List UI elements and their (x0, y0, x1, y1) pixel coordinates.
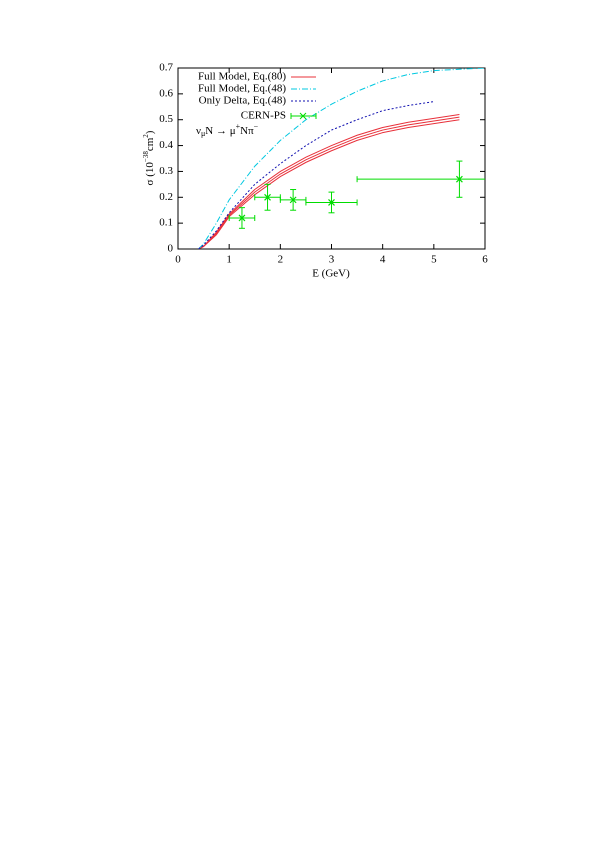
y-label-part: −38 (142, 151, 150, 162)
y-tick-label: 0.3 (159, 165, 173, 177)
legend-label: CERN-PS (241, 110, 286, 122)
y-axis-label: σ (10−38cm2) (142, 130, 156, 185)
data-point (289, 196, 297, 204)
series-line (198, 119, 460, 249)
y-tick-label: 0 (168, 243, 174, 255)
x-tick-label: 4 (380, 254, 386, 266)
annotation-part: + (236, 122, 241, 131)
y-label-part: σ (10 (144, 162, 156, 186)
y-tick-label: 0.6 (159, 87, 173, 99)
series (198, 68, 485, 249)
series (198, 114, 460, 249)
annotation-part: Nπ (240, 125, 254, 137)
x-tick-label: 1 (226, 254, 232, 266)
series (198, 119, 460, 249)
x-tick-label: 6 (482, 254, 488, 266)
data-point (238, 214, 246, 222)
annotation-part: μ (201, 129, 205, 138)
x-tick-label: 2 (278, 254, 284, 266)
legend-label: Full Model, Eq.(48) (198, 83, 286, 95)
y-tick-label: 0.1 (159, 217, 173, 229)
x-tick-label: 0 (175, 254, 181, 266)
data-point (328, 199, 335, 206)
x-tick-label: 3 (329, 254, 335, 266)
series-line (198, 114, 460, 249)
y-tick-label: 0.7 (159, 62, 173, 74)
y-tick-label: 0.2 (159, 191, 173, 203)
series (198, 116, 460, 249)
series (228, 160, 485, 229)
y-label-part: cm (144, 137, 156, 151)
annotation: νμN → μ+Nπ− (196, 122, 259, 138)
x-axis-label: E (GeV) (312, 268, 350, 280)
y-label-part: 2 (142, 134, 150, 138)
x-tick-label: 5 (431, 254, 437, 266)
series-line (198, 116, 460, 249)
y-tick-label: 0.4 (159, 139, 173, 151)
data-point (264, 193, 271, 201)
legend-label: Full Model, Eq.(80) (198, 71, 286, 83)
data-point (455, 175, 463, 183)
annotation-part: − (254, 122, 259, 131)
annotation-part: N → μ (205, 125, 235, 137)
y-tick-label: 0.5 (159, 113, 173, 125)
annotation-part: ν (196, 125, 201, 137)
y-label-part: ) (144, 130, 156, 134)
legend-label: Only Delta, Eq.(48) (199, 95, 287, 107)
legend-swatch (299, 112, 307, 120)
series-line (198, 68, 485, 249)
